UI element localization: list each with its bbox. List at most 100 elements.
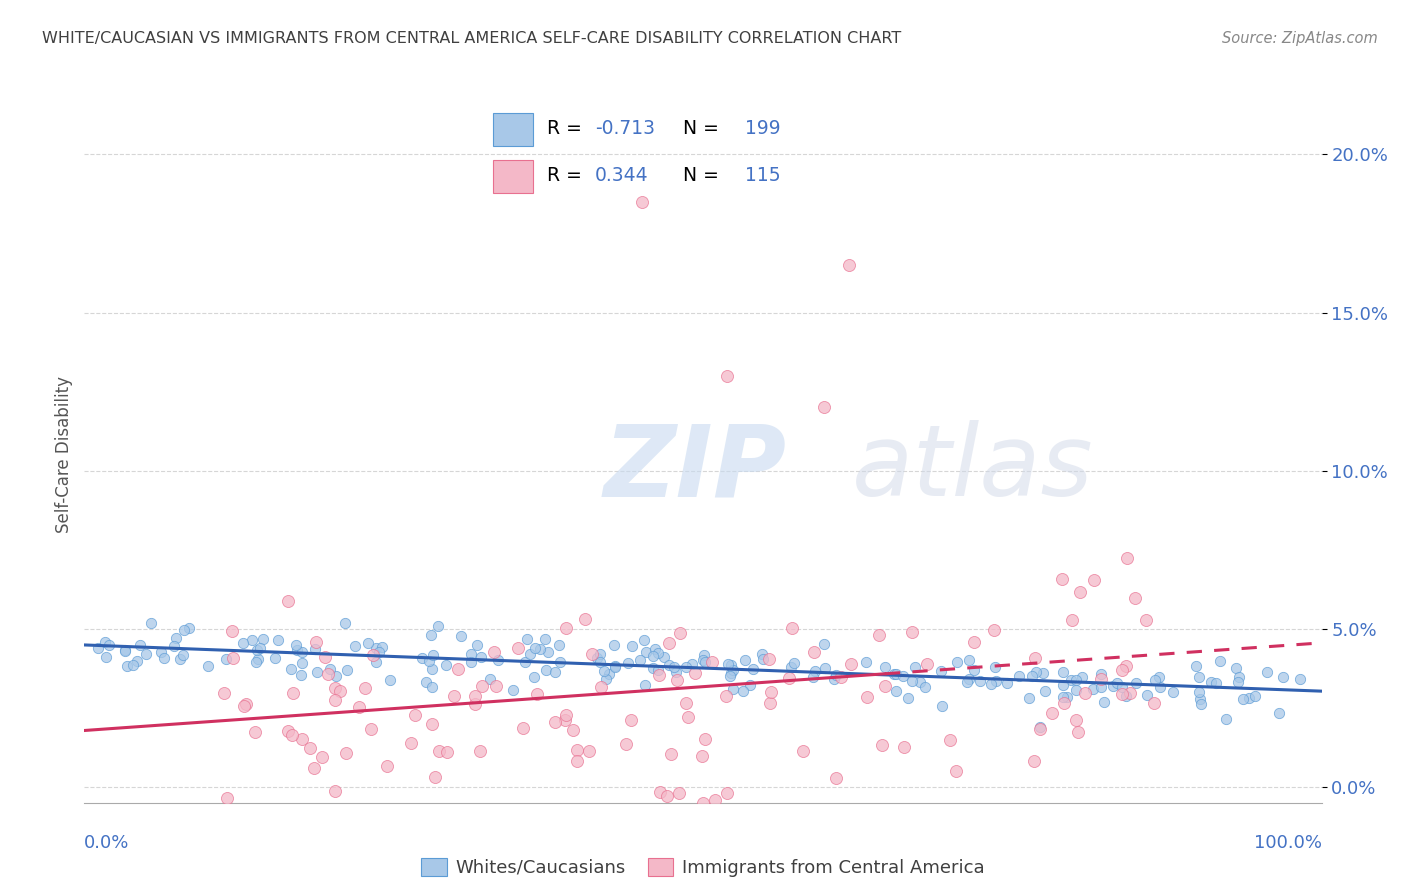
- Point: [177, 621, 200, 635]
- Point: [856, 690, 879, 704]
- Point: [299, 740, 322, 755]
- Point: [1022, 754, 1045, 768]
- Point: [197, 659, 219, 673]
- Point: [1090, 681, 1112, 695]
- Text: R =: R =: [547, 167, 588, 186]
- Point: [1060, 613, 1083, 627]
- Point: [567, 754, 589, 768]
- Point: [1111, 680, 1133, 694]
- Point: [1052, 690, 1074, 705]
- Point: [647, 646, 669, 660]
- Point: [1237, 690, 1260, 705]
- Point: [249, 640, 271, 655]
- Point: [1050, 572, 1073, 586]
- Point: [1227, 670, 1250, 684]
- Point: [901, 673, 924, 688]
- Point: [304, 635, 326, 649]
- Point: [721, 663, 744, 677]
- Point: [482, 645, 505, 659]
- Point: [149, 645, 172, 659]
- Point: [598, 667, 620, 681]
- Point: [1066, 673, 1088, 687]
- Point: [215, 651, 238, 665]
- Point: [471, 679, 494, 693]
- Point: [1119, 686, 1142, 700]
- Point: [122, 657, 145, 672]
- Point: [1209, 655, 1232, 669]
- Point: [983, 623, 1005, 637]
- Point: [470, 650, 492, 665]
- Point: [1244, 689, 1267, 703]
- Point: [252, 632, 274, 647]
- Point: [910, 675, 932, 690]
- Point: [1102, 679, 1125, 693]
- Point: [957, 672, 980, 686]
- Point: [357, 636, 380, 650]
- Point: [550, 655, 572, 669]
- Point: [1060, 673, 1083, 688]
- Point: [280, 662, 302, 676]
- Point: [361, 648, 384, 662]
- Point: [169, 652, 191, 666]
- Y-axis label: Self-Care Disability: Self-Care Disability: [55, 376, 73, 533]
- Point: [658, 636, 681, 650]
- Point: [946, 655, 969, 669]
- Point: [721, 681, 744, 696]
- Point: [1125, 675, 1147, 690]
- Point: [422, 648, 444, 663]
- Point: [87, 640, 110, 655]
- Point: [333, 615, 356, 630]
- Point: [1188, 670, 1211, 684]
- Point: [929, 664, 952, 678]
- Point: [423, 770, 446, 784]
- Point: [716, 786, 738, 800]
- Point: [644, 641, 666, 656]
- Point: [1071, 670, 1094, 684]
- Point: [364, 641, 387, 656]
- Point: [745, 812, 768, 826]
- Point: [1115, 658, 1137, 673]
- Point: [891, 669, 914, 683]
- Text: 100.0%: 100.0%: [1254, 834, 1322, 852]
- Point: [678, 710, 700, 724]
- Point: [633, 632, 655, 647]
- Point: [883, 666, 905, 681]
- Point: [114, 642, 136, 657]
- Point: [533, 632, 555, 646]
- Point: [537, 645, 560, 659]
- Point: [969, 673, 991, 688]
- Point: [96, 650, 118, 665]
- Point: [704, 792, 727, 806]
- Point: [246, 643, 269, 657]
- Point: [314, 650, 336, 665]
- Point: [1149, 681, 1171, 695]
- Point: [621, 639, 644, 653]
- Point: [1052, 665, 1074, 680]
- Text: N =: N =: [683, 120, 724, 138]
- Point: [323, 693, 346, 707]
- Point: [264, 651, 287, 665]
- Point: [980, 677, 1002, 691]
- Point: [1188, 685, 1211, 699]
- Point: [1052, 696, 1074, 710]
- Point: [780, 621, 803, 635]
- Point: [370, 640, 392, 655]
- Point: [460, 655, 482, 669]
- Point: [662, 660, 685, 674]
- Point: [855, 655, 877, 669]
- Point: [1115, 689, 1137, 703]
- Point: [318, 666, 340, 681]
- Point: [751, 648, 773, 662]
- Point: [1111, 663, 1133, 677]
- Point: [544, 714, 567, 729]
- Point: [1025, 665, 1047, 679]
- Point: [285, 638, 308, 652]
- Text: Source: ZipAtlas.com: Source: ZipAtlas.com: [1222, 31, 1378, 46]
- Point: [1185, 658, 1208, 673]
- Point: [720, 665, 742, 680]
- Point: [127, 654, 149, 668]
- Point: [1033, 684, 1056, 698]
- Point: [411, 650, 433, 665]
- Text: R =: R =: [547, 120, 588, 138]
- Point: [648, 668, 671, 682]
